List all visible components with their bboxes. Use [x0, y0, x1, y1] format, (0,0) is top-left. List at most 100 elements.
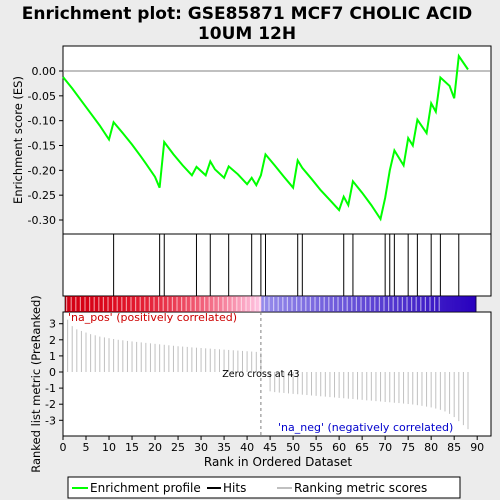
color-bar-segment: [173, 296, 176, 312]
color-bar-segment: [413, 296, 415, 312]
color-bar-segment: [201, 296, 204, 312]
color-bar-segment: [100, 296, 103, 312]
color-bar-segment: [370, 296, 372, 312]
color-bar-segment: [347, 296, 349, 312]
x-tick-label: 30: [194, 441, 208, 454]
color-bar-stripe: [84, 297, 86, 311]
color-bar-segment: [77, 296, 79, 312]
color-bar-segment: [442, 296, 444, 312]
color-bar-segment: [386, 296, 389, 312]
color-bar-stripe: [93, 297, 95, 311]
color-bar-segment: [99, 296, 102, 312]
color-bar-stripe: [75, 297, 77, 311]
color-bar-segment: [339, 296, 341, 312]
color-bar-segment: [320, 296, 323, 312]
color-bar-stripe: [406, 297, 408, 311]
color-bar-segment: [217, 296, 219, 312]
color-bar-segment: [358, 296, 361, 312]
color-bar-stripe: [314, 297, 316, 311]
color-bar-segment: [127, 296, 130, 312]
color-bar-segment: [465, 296, 468, 312]
color-bar-stripe: [415, 297, 417, 311]
color-bar-segment: [238, 296, 241, 312]
ranking-y-axis: 3 2 1 0 -1 -2 -3: [45, 318, 63, 427]
color-bar-segment: [388, 296, 391, 312]
color-bar-segment: [87, 296, 90, 312]
color-bar-stripe: [70, 297, 72, 311]
color-bar-segment: [304, 296, 306, 312]
color-bar-stripe: [139, 297, 141, 311]
color-bar-segment: [123, 296, 125, 312]
color-bar-stripe: [162, 297, 164, 311]
color-bar-segment: [156, 296, 158, 312]
color-bar-segment: [445, 296, 447, 312]
color-bar-stripe: [167, 297, 169, 311]
color-bar-segment: [239, 296, 242, 312]
color-bar-segment: [394, 296, 397, 312]
color-bar-segment: [71, 296, 73, 312]
color-bar-segment: [397, 296, 400, 312]
color-bar-segment: [219, 296, 221, 312]
ranking-y-tick-label: 2: [49, 334, 56, 347]
color-bar-segment: [111, 296, 113, 312]
x-tick-label: 90: [470, 441, 484, 454]
x-tick-label: 20: [148, 441, 162, 454]
color-bar-segment: [474, 296, 477, 312]
color-bar-segment: [434, 296, 437, 312]
color-bar-segment: [178, 296, 180, 312]
x-tick-label: 0: [60, 441, 67, 454]
color-bar-segment: [146, 296, 148, 312]
color-bar-segment: [247, 296, 250, 312]
color-bar-segment: [390, 296, 393, 312]
color-bar-segment: [98, 296, 101, 312]
color-bar-stripe: [411, 297, 413, 311]
color-bar-segment: [269, 296, 271, 312]
color-bar-segment: [472, 296, 475, 312]
color-bar-stripe: [171, 297, 173, 311]
color-bar-segment: [257, 296, 259, 312]
ranking-y-axis-label: Ranked list metric (PreRanked): [29, 295, 43, 473]
color-bar-stripe: [305, 297, 307, 311]
color-bar-segment: [210, 296, 213, 312]
color-bar-stripe: [286, 297, 288, 311]
color-bar-segment: [462, 296, 465, 312]
color-bar-stripe: [158, 297, 160, 311]
color-bar-segment: [427, 296, 430, 312]
color-bar-segment: [234, 296, 236, 312]
color-bar-segment: [252, 296, 254, 312]
color-bar-segment: [368, 296, 370, 312]
legend: Enrichment profile Hits Ranking metric s…: [67, 476, 461, 499]
es-y-tick-label: -0.15: [28, 140, 56, 153]
color-bar-segment: [460, 296, 463, 312]
color-bar-segment: [441, 296, 443, 312]
color-bar-segment: [209, 296, 212, 312]
color-bar-segment: [142, 296, 144, 312]
color-bar-segment: [232, 296, 234, 312]
color-bar-segment: [195, 296, 197, 312]
color-bar-segment: [360, 296, 363, 312]
color-bar-segment: [261, 296, 263, 312]
color-bar-segment: [216, 296, 218, 312]
color-bar-segment: [260, 296, 262, 312]
color-bar-segment: [289, 296, 291, 312]
color-bar-stripe: [107, 297, 109, 311]
color-bar-segment: [287, 296, 290, 312]
color-bar-segment: [325, 296, 328, 312]
color-bar-segment: [204, 296, 207, 312]
color-bar-segment: [137, 296, 140, 312]
es-y-axis-label: Enrichment score (ES): [11, 76, 25, 204]
es-y-tick-label: -0.30: [28, 214, 56, 227]
color-bar-segment: [241, 296, 244, 312]
ranking-y-tick-label: 3: [49, 318, 56, 331]
color-bar-segment: [381, 296, 383, 312]
legend-label-hits: Hits: [223, 481, 246, 495]
color-bar-segment: [117, 296, 119, 312]
color-bar-segment: [180, 296, 182, 312]
x-tick-label: 60: [332, 441, 346, 454]
color-bar-segment: [270, 296, 272, 312]
color-bar-stripe: [194, 297, 196, 311]
color-bar-stripe: [383, 297, 385, 311]
color-bar-segment: [90, 296, 93, 312]
color-bar-stripe: [392, 297, 394, 311]
